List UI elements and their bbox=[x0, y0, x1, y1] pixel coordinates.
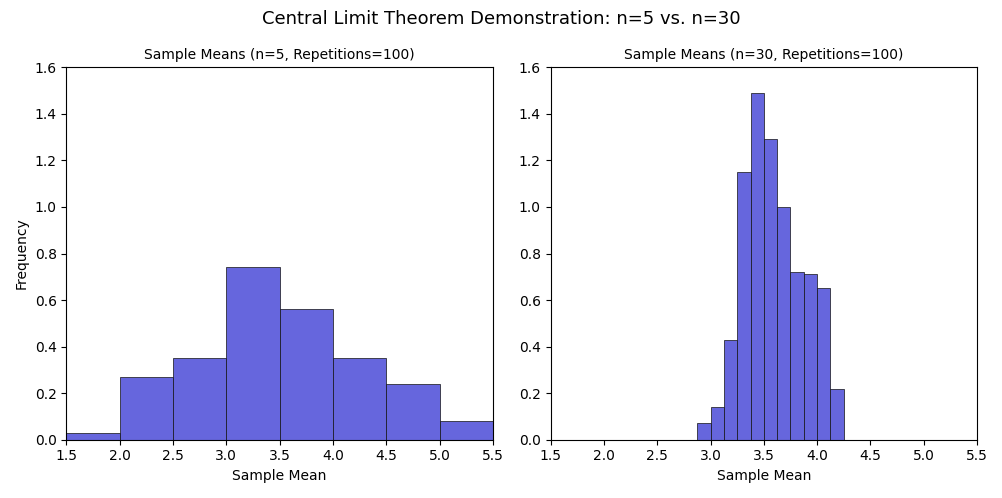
Bar bbox=[386, 384, 439, 440]
Title: Sample Means (n=30, Repetitions=100): Sample Means (n=30, Repetitions=100) bbox=[623, 48, 903, 62]
Bar bbox=[709, 407, 723, 440]
Text: Central Limit Theorem Demonstration: n=5 vs. n=30: Central Limit Theorem Demonstration: n=5… bbox=[262, 10, 740, 28]
Bar bbox=[119, 377, 172, 440]
Bar bbox=[749, 93, 764, 440]
Bar bbox=[226, 267, 280, 440]
Bar bbox=[736, 172, 749, 440]
Title: Sample Means (n=5, Repetitions=100): Sample Means (n=5, Repetitions=100) bbox=[144, 48, 415, 62]
Bar bbox=[66, 433, 119, 440]
Bar bbox=[172, 358, 226, 440]
Bar bbox=[764, 139, 777, 440]
Bar bbox=[803, 274, 817, 440]
Bar bbox=[830, 388, 843, 440]
Bar bbox=[817, 288, 830, 440]
X-axis label: Sample Mean: Sample Mean bbox=[232, 469, 327, 483]
Bar bbox=[777, 207, 790, 440]
Bar bbox=[439, 421, 492, 440]
Bar bbox=[333, 358, 386, 440]
Bar bbox=[790, 272, 803, 440]
Bar bbox=[280, 309, 333, 440]
Bar bbox=[723, 340, 736, 440]
Bar bbox=[696, 423, 709, 440]
Y-axis label: Frequency: Frequency bbox=[15, 218, 29, 289]
X-axis label: Sample Mean: Sample Mean bbox=[716, 469, 811, 483]
